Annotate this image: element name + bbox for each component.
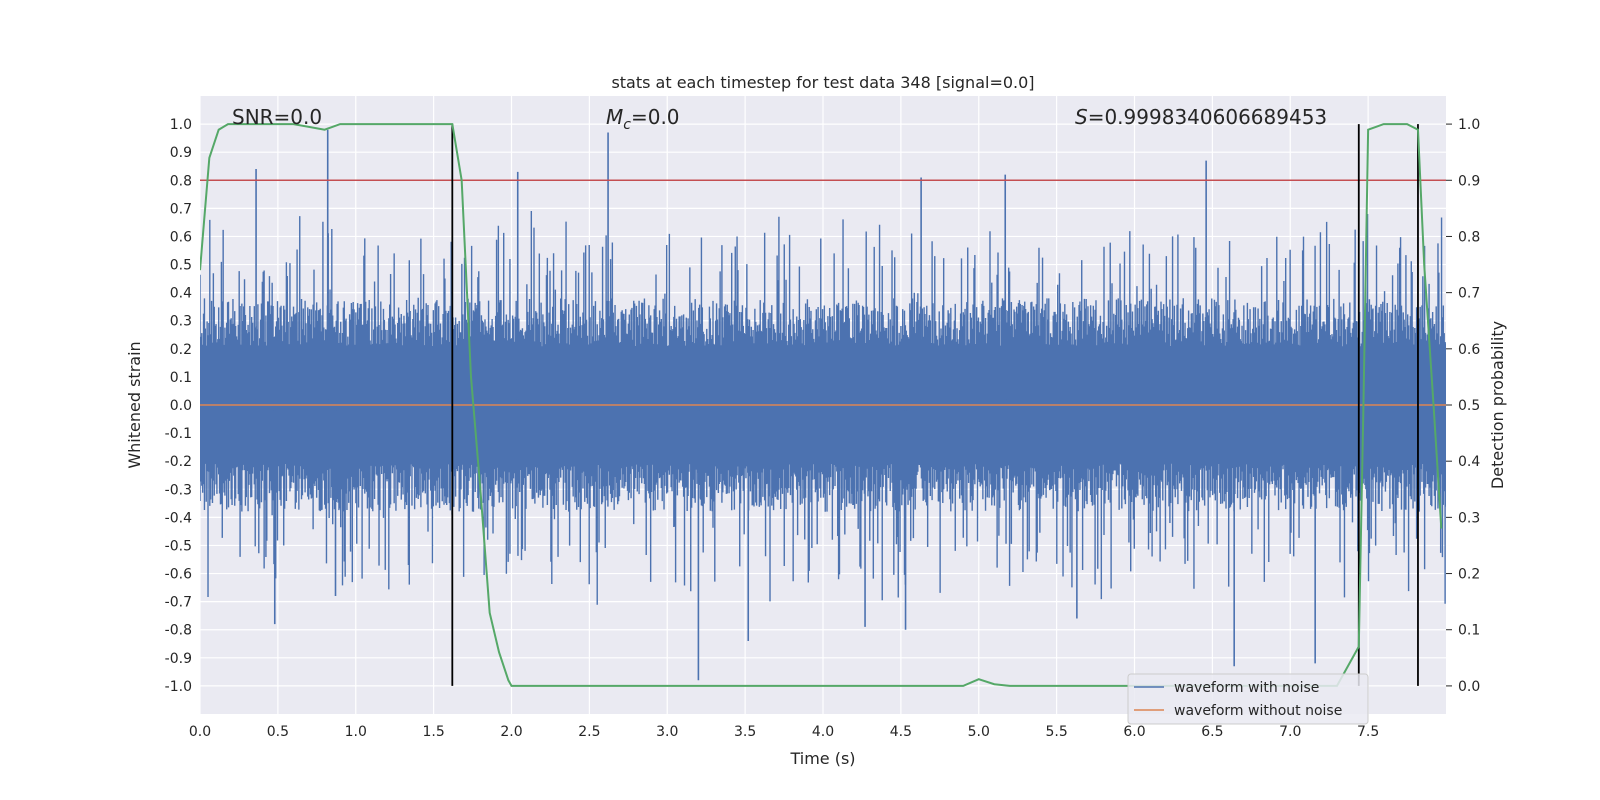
legend-label-noisy: waveform with noise [1174, 680, 1319, 696]
y-right-tick-label: 0.4 [1458, 454, 1480, 470]
x-tick-label: 0.5 [267, 724, 289, 740]
score-symbol: S [1075, 105, 1088, 129]
x-axis-label: Time (s) [789, 749, 855, 768]
chirp-mass-annotation: Mc=0.0 [606, 105, 680, 133]
y-tick-label: 1.0 [170, 117, 192, 133]
y-right-tick-label: 1.0 [1458, 117, 1480, 133]
y-right-tick-label: 0.7 [1458, 286, 1480, 302]
x-tick-label: 0.0 [189, 724, 211, 740]
y-tick-label: -0.7 [165, 595, 192, 611]
x-tick-label: 1.0 [345, 724, 367, 740]
x-tick-label: 2.5 [578, 724, 600, 740]
y-tick-label: -1.0 [165, 679, 192, 695]
x-tick-label: 7.5 [1357, 724, 1379, 740]
y-tick-label: -0.8 [165, 623, 192, 639]
y-tick-label: -0.5 [165, 538, 192, 554]
y-right-tick-label: 0.3 [1458, 510, 1480, 526]
y-right-tick-label: 0.1 [1458, 623, 1480, 639]
y-tick-label: -0.4 [165, 510, 192, 526]
y-tick-label: -0.6 [165, 567, 192, 583]
y-tick-label: -0.9 [165, 651, 192, 667]
y-tick-label: 0.2 [170, 342, 192, 358]
snr-annotation: SNR=0.0 [232, 105, 322, 129]
chirp-mass-symbol: M [606, 105, 623, 129]
score-annotation: S=0.9998340606689453 [1075, 105, 1327, 129]
y-tick-label: 0.3 [170, 314, 192, 330]
y-right-tick-label: 0.9 [1458, 173, 1480, 189]
chart-title: stats at each timestep for test data 348… [611, 73, 1034, 92]
x-tick-label: 2.0 [500, 724, 522, 740]
x-tick-label: 1.5 [422, 724, 444, 740]
x-tick-label: 3.0 [656, 724, 678, 740]
y-tick-label: 0.6 [170, 229, 192, 245]
y-tick-label: 0.4 [170, 286, 192, 302]
detection-probability-line [200, 123, 1443, 687]
x-tick-label: 4.0 [812, 724, 834, 740]
y-tick-label: 0.1 [170, 370, 192, 386]
x-tick-label: 6.5 [1201, 724, 1223, 740]
y-right-tick-label: 0.8 [1458, 229, 1480, 245]
score-value: =0.9998340606689453 [1088, 105, 1327, 129]
x-tick-label: 5.0 [968, 724, 990, 740]
axes-layer: 0.0 0.5 1.0 1.5 2.0 2.5 3.0 3.5 4.0 4.5 5.0 5.5 6.0 6… [165, 117, 1481, 740]
chirp-mass-value: =0.0 [631, 105, 680, 129]
legend-label-clean: waveform without noise [1174, 703, 1342, 719]
y-tick-label: -0.3 [165, 482, 192, 498]
y-tick-label: 0.5 [170, 258, 192, 274]
legend-box [1127, 673, 1369, 725]
y-tick-label: -0.2 [165, 454, 192, 470]
x-tick-label: 4.5 [890, 724, 912, 740]
series-layer [200, 123, 1446, 687]
x-tick-label: 5.5 [1045, 724, 1067, 740]
y-right-tick-label: 0.6 [1458, 342, 1480, 358]
y-tick-label: 0.9 [170, 145, 192, 161]
x-tick-label: 7.0 [1279, 724, 1301, 740]
legend: waveform with noise waveform without noi… [1127, 673, 1369, 725]
y-tick-label: 0.8 [170, 173, 192, 189]
y-axis-right-label: Detection probability [1488, 321, 1507, 489]
chirp-mass-subscript: c [623, 117, 631, 133]
x-tick-label: 6.0 [1123, 724, 1145, 740]
y-axis-label: Whitened strain [125, 341, 144, 468]
y-tick-label: 0.0 [170, 398, 192, 414]
y-right-tick-label: 0.2 [1458, 567, 1480, 583]
y-tick-label: 0.7 [170, 201, 192, 217]
x-tick-label: 3.5 [734, 724, 756, 740]
y-tick-label: -0.1 [165, 426, 192, 442]
y-right-tick-label: 0.0 [1458, 679, 1480, 695]
y-right-tick-label: 0.5 [1458, 398, 1480, 414]
